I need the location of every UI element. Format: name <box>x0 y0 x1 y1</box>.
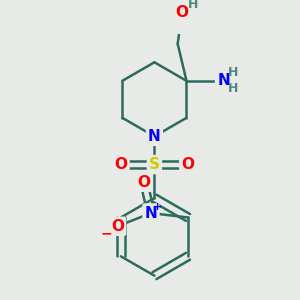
Text: H: H <box>228 82 238 95</box>
Text: H: H <box>188 0 199 11</box>
Text: O: O <box>137 175 150 190</box>
Text: N: N <box>148 129 161 144</box>
Text: O: O <box>111 219 124 234</box>
Text: O: O <box>182 157 194 172</box>
Text: −: − <box>100 226 112 240</box>
Text: O: O <box>114 157 128 172</box>
Text: N: N <box>145 206 157 220</box>
Text: S: S <box>149 157 160 172</box>
Text: +: + <box>152 202 162 212</box>
Text: H: H <box>228 66 238 80</box>
Text: O: O <box>176 5 189 20</box>
Text: N: N <box>217 73 230 88</box>
